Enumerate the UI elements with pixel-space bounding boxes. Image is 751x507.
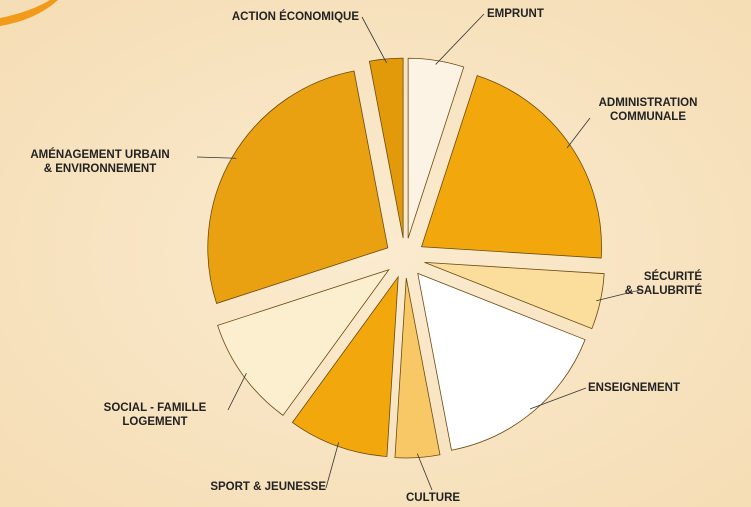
slice-label: SÉCURITÉ & SALUBRITÉ (610, 270, 702, 298)
chart: EMPRUNT ADMINISTRATION COMMUNALE SÉCURITÉ … (0, 0, 751, 507)
slice-label: ENSEIGNEMENT (588, 381, 680, 395)
slice-label: SOCIAL - FAMILLE LOGEMENT (80, 401, 230, 429)
chart-svg (0, 0, 751, 507)
slice-label: CULTURE (398, 491, 468, 505)
slice-label: SPORT & JEUNESSE (170, 480, 326, 494)
slice-label: AMÉNAGEMENT URBAIN & ENVIRONNEMENT (0, 148, 200, 176)
slice-label: EMPRUNT (487, 7, 544, 21)
slice-label: ACTION ÉCONOMIQUE (225, 10, 359, 24)
slice-label: ADMINISTRATION COMMUNALE (590, 96, 706, 124)
